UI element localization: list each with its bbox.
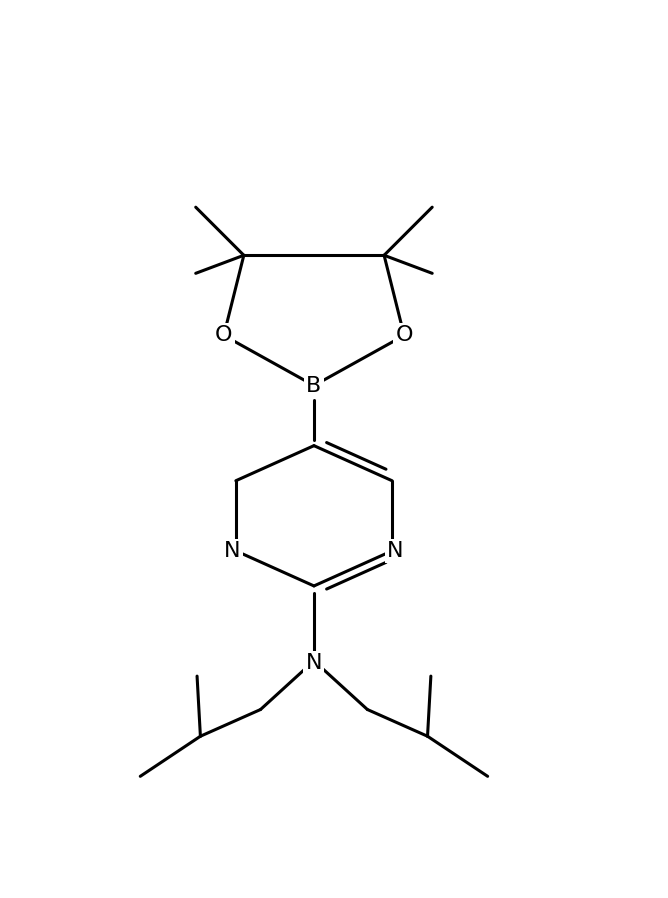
- Text: N: N: [387, 541, 403, 561]
- Text: O: O: [215, 325, 232, 346]
- Text: B: B: [307, 375, 321, 395]
- Text: O: O: [395, 325, 413, 346]
- Text: N: N: [224, 541, 240, 561]
- Text: N: N: [306, 653, 322, 673]
